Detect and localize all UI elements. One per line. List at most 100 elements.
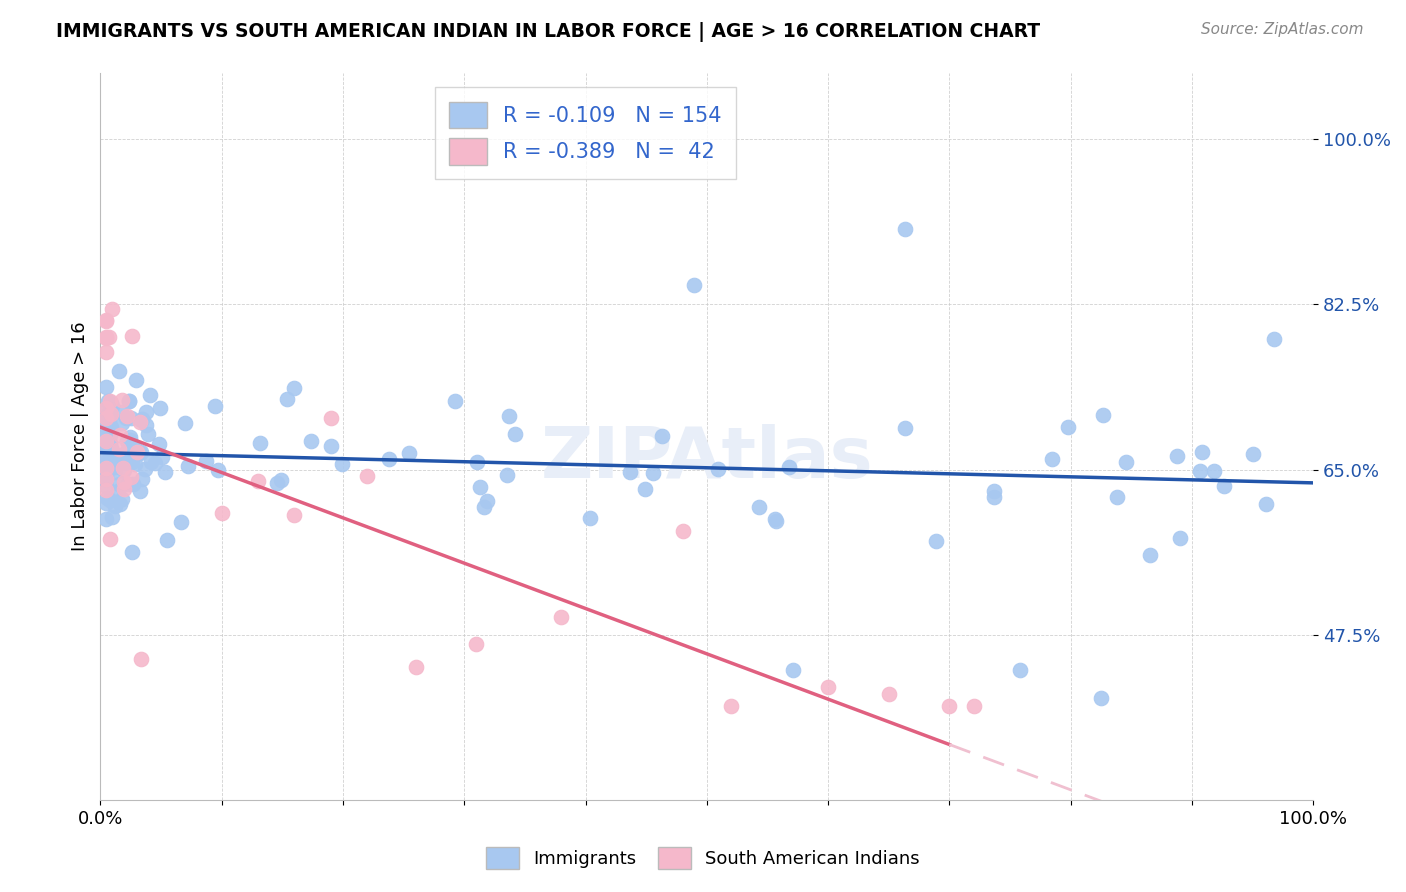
Point [319, 439, 342, 453]
Point [128, 415, 150, 429]
Point [1057, 420, 1080, 434]
Point [96, 466, 118, 480]
Point [100, 408, 122, 422]
Point [156, 533, 179, 547]
Point [96, 496, 118, 510]
Point [128, 484, 150, 499]
Point [938, 698, 960, 713]
Point [96, 441, 118, 455]
Point [1040, 452, 1063, 467]
Point [101, 302, 124, 317]
Point [136, 426, 159, 441]
Point [475, 493, 498, 508]
Point [1166, 449, 1188, 463]
Point [124, 457, 146, 471]
Point [983, 490, 1005, 504]
Point [96, 460, 118, 475]
Text: IMMIGRANTS VS SOUTH AMERICAN INDIAN IN LABOR FORCE | AGE > 16 CORRELATION CHART: IMMIGRANTS VS SOUTH AMERICAN INDIAN IN L… [56, 22, 1040, 42]
Point [1241, 447, 1264, 461]
Point [121, 544, 143, 558]
Point [96, 457, 118, 471]
Point [97, 407, 120, 421]
Point [121, 329, 143, 343]
Point [129, 445, 152, 459]
Point [894, 421, 917, 435]
Point [100, 420, 122, 434]
Point [111, 392, 134, 407]
Point [748, 500, 770, 514]
Point [817, 681, 839, 695]
Point [578, 511, 600, 525]
Point [96, 345, 118, 359]
Point [276, 392, 298, 406]
Point [104, 459, 127, 474]
Point [96, 430, 118, 444]
Point [1256, 496, 1278, 510]
Text: Source: ZipAtlas.com: Source: ZipAtlas.com [1201, 22, 1364, 37]
Point [96, 460, 118, 475]
Point [131, 412, 153, 426]
Point [356, 469, 378, 483]
Point [247, 474, 270, 488]
Point [112, 452, 135, 467]
Point [139, 455, 162, 469]
Point [925, 534, 948, 549]
Point [963, 698, 986, 713]
Point [149, 401, 172, 415]
Point [135, 417, 157, 432]
Point [112, 463, 135, 477]
Point [129, 446, 152, 460]
Point [496, 467, 519, 482]
Point [100, 509, 122, 524]
Point [120, 430, 142, 444]
Point [117, 456, 139, 470]
Point [96, 422, 118, 436]
Point [283, 381, 305, 395]
Point [444, 394, 467, 409]
Point [121, 477, 143, 491]
Point [96, 479, 118, 493]
Point [1091, 408, 1114, 422]
Point [110, 428, 132, 442]
Point [96, 437, 118, 451]
Point [498, 409, 520, 424]
Point [1107, 490, 1129, 504]
Point [117, 476, 139, 491]
Point [104, 458, 127, 473]
Point [1213, 479, 1236, 493]
Point [120, 411, 142, 425]
Point [107, 453, 129, 467]
Point [319, 411, 342, 425]
Point [96, 434, 118, 448]
Point [983, 483, 1005, 498]
Point [97, 431, 120, 445]
Point [111, 461, 134, 475]
Point [129, 413, 152, 427]
Point [173, 416, 195, 430]
Point [96, 410, 118, 425]
Point [398, 446, 420, 460]
Point [110, 416, 132, 430]
Point [97, 409, 120, 424]
Point [97, 442, 120, 456]
Point [103, 451, 125, 466]
Point [1010, 663, 1032, 677]
Point [1189, 464, 1212, 478]
Point [118, 393, 141, 408]
Point [96, 314, 118, 328]
Point [111, 491, 134, 506]
Point [98, 435, 121, 450]
Point [103, 465, 125, 479]
Point [155, 466, 177, 480]
Point [120, 470, 142, 484]
Point [118, 393, 141, 408]
Point [127, 445, 149, 459]
Point [96, 460, 118, 475]
Point [122, 442, 145, 456]
Point [170, 515, 193, 529]
Point [207, 463, 229, 477]
Point [877, 687, 900, 701]
Point [103, 500, 125, 514]
Point [299, 434, 322, 449]
Point [131, 472, 153, 486]
